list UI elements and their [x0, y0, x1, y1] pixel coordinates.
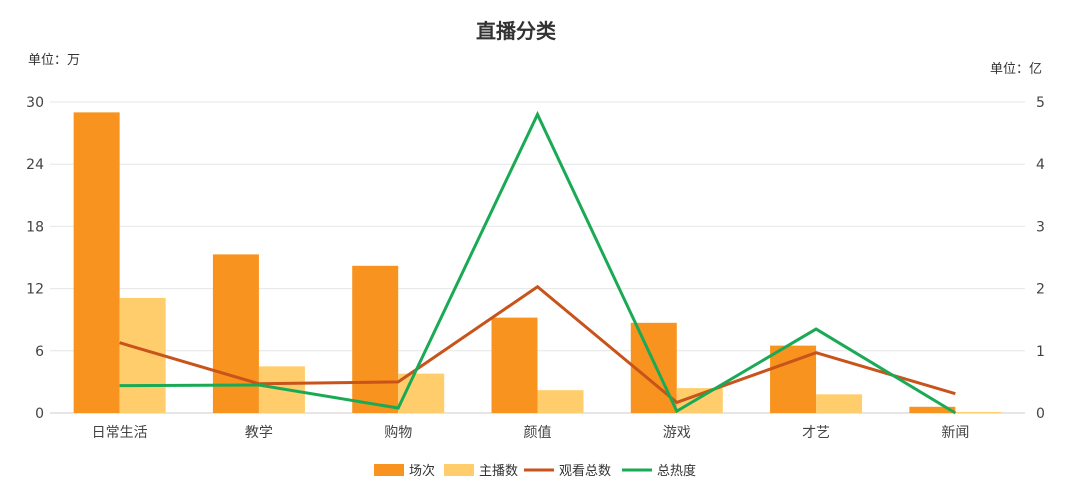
right-axis-unit: 单位：亿 — [990, 62, 1042, 77]
chart-title: 直播分类 — [476, 19, 556, 43]
left-axis-ticks: 0 6 12 18 24 30 — [26, 95, 44, 422]
right-axis-tick-label: 5 — [1036, 95, 1045, 111]
left-axis-tick-label: 30 — [26, 95, 44, 111]
bar-场次-日常生活 — [73, 112, 120, 413]
left-axis-tick-label: 24 — [26, 157, 44, 173]
right-axis-tick-label: 1 — [1036, 344, 1045, 360]
legend: 场次 主播数 观看总数 总热度 — [374, 463, 696, 479]
line-总热度 — [119, 110, 957, 415]
bar-场次-颜值 — [491, 317, 538, 413]
x-axis-tick-label: 颜值 — [524, 425, 552, 441]
left-axis-tick-label: 12 — [26, 282, 44, 298]
legend-label-总热度: 总热度 — [657, 463, 696, 479]
bars — [73, 112, 1002, 413]
lines — [119, 110, 957, 415]
right-axis-tick-label: 3 — [1036, 219, 1045, 235]
legend-label-观看总数: 观看总数 — [559, 463, 611, 479]
bar-主播数-新闻 — [955, 411, 1002, 413]
x-axis-tick-label: 日常生活 — [92, 425, 148, 441]
x-axis-ticks: 日常生活 教学 购物 颜值 游戏 才艺 新闻 — [92, 425, 970, 441]
right-axis-ticks: 0 1 2 3 4 5 — [1036, 95, 1045, 422]
right-axis-tick-label: 0 — [1036, 406, 1045, 422]
x-axis-tick-label: 教学 — [245, 425, 273, 441]
left-axis-unit: 单位：万 — [28, 53, 80, 68]
bar-场次-教学 — [212, 254, 259, 413]
right-axis-tick-label: 2 — [1036, 282, 1045, 298]
right-axis-tick-label: 4 — [1036, 157, 1045, 173]
bar-主播数-才艺 — [816, 394, 863, 413]
bar-主播数-颜值 — [537, 390, 584, 413]
left-axis-tick-label: 0 — [35, 406, 44, 422]
x-axis-tick-label: 新闻 — [941, 425, 969, 441]
bar-场次-购物 — [352, 265, 399, 413]
legend-label-场次: 场次 — [409, 463, 435, 479]
left-axis-tick-label: 6 — [35, 344, 44, 360]
legend-label-主播数: 主播数 — [479, 464, 518, 479]
x-axis-tick-label: 才艺 — [802, 425, 830, 441]
x-axis-tick-label: 购物 — [384, 425, 412, 441]
legend-swatch-场次 — [374, 464, 404, 476]
x-axis-tick-label: 游戏 — [663, 425, 691, 441]
legend-swatch-主播数 — [444, 464, 474, 476]
bar-场次-新闻 — [909, 406, 956, 413]
left-axis-tick-label: 18 — [26, 219, 44, 235]
